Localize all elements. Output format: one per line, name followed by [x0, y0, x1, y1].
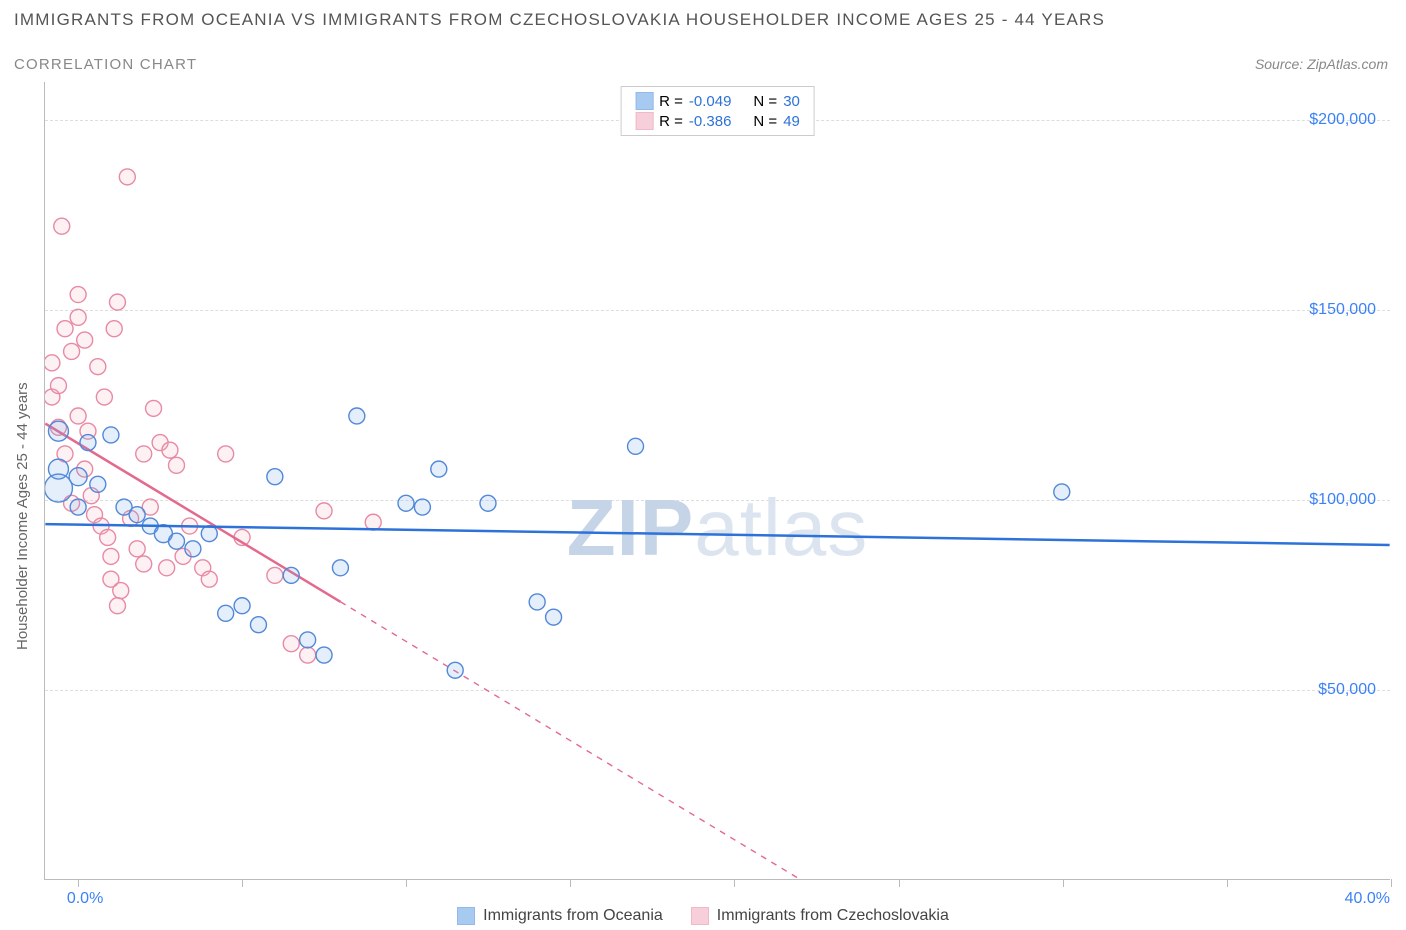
x-tick — [1063, 879, 1064, 887]
data-point-czech — [70, 287, 86, 303]
data-point-czech — [57, 321, 73, 337]
data-point-czech — [100, 529, 116, 545]
n-value-oceania: 30 — [783, 93, 800, 110]
data-point-czech — [70, 309, 86, 325]
data-point-oceania — [103, 427, 119, 443]
data-point-czech — [70, 408, 86, 424]
data-point-oceania — [201, 526, 217, 542]
legend-bottom: Immigrants from Oceania Immigrants from … — [0, 907, 1406, 925]
data-point-oceania — [48, 421, 68, 441]
data-point-oceania — [529, 594, 545, 610]
r-value-oceania: -0.049 — [689, 93, 732, 110]
data-point-oceania — [283, 567, 299, 583]
data-point-czech — [129, 541, 145, 557]
legend-item-czech: Immigrants from Czechoslovakia — [691, 907, 949, 925]
data-point-czech — [365, 514, 381, 530]
data-point-oceania — [218, 605, 234, 621]
data-point-oceania — [169, 533, 185, 549]
x-tick-label-max: 40.0% — [1345, 890, 1390, 908]
data-point-oceania — [628, 438, 644, 454]
data-point-oceania — [398, 495, 414, 511]
data-point-oceania — [70, 499, 86, 515]
legend-row-czech: R = -0.386 N = 49 — [635, 111, 800, 131]
data-point-czech — [159, 560, 175, 576]
r-value-czech: -0.386 — [689, 113, 732, 130]
data-point-oceania — [431, 461, 447, 477]
data-point-czech — [64, 343, 80, 359]
data-point-czech — [316, 503, 332, 519]
legend-item-oceania: Immigrants from Oceania — [457, 907, 663, 925]
source-label: Source: ZipAtlas.com — [1255, 56, 1388, 72]
data-point-oceania — [447, 662, 463, 678]
data-point-oceania — [69, 468, 87, 486]
data-point-czech — [106, 321, 122, 337]
data-point-czech — [136, 446, 152, 462]
x-tick — [406, 879, 407, 887]
data-point-czech — [96, 389, 112, 405]
data-point-czech — [54, 218, 70, 234]
legend-label-oceania: Immigrants from Oceania — [483, 907, 663, 925]
data-point-oceania — [414, 499, 430, 515]
y-axis-label: Householder Income Ages 25 - 44 years — [14, 382, 31, 650]
x-tick — [570, 879, 571, 887]
data-point-oceania — [80, 435, 96, 451]
n-label: N = — [753, 93, 777, 110]
trendline-dashed-czech — [340, 602, 799, 879]
plot-svg — [45, 82, 1390, 879]
x-tick — [78, 879, 79, 887]
x-tick — [242, 879, 243, 887]
data-point-czech — [300, 647, 316, 663]
data-point-oceania — [185, 541, 201, 557]
data-point-czech — [45, 355, 60, 371]
data-point-czech — [103, 548, 119, 564]
data-point-oceania — [480, 495, 496, 511]
x-tick — [899, 879, 900, 887]
x-tick — [734, 879, 735, 887]
data-point-oceania — [90, 476, 106, 492]
data-point-czech — [218, 446, 234, 462]
data-point-czech — [146, 400, 162, 416]
data-point-czech — [77, 332, 93, 348]
chart-subtitle: CORRELATION CHART — [14, 56, 197, 73]
data-point-czech — [50, 378, 66, 394]
data-point-oceania — [349, 408, 365, 424]
data-point-oceania — [316, 647, 332, 663]
data-point-czech — [136, 556, 152, 572]
data-point-czech — [169, 457, 185, 473]
legend-label-czech: Immigrants from Czechoslovakia — [717, 907, 949, 925]
n-value-czech: 49 — [783, 113, 800, 130]
data-point-oceania — [332, 560, 348, 576]
data-point-oceania — [250, 617, 266, 633]
data-point-czech — [109, 294, 125, 310]
x-tick-label-min: 0.0% — [67, 890, 103, 908]
data-point-oceania — [267, 469, 283, 485]
swatch-czech — [635, 112, 653, 130]
swatch-oceania — [635, 92, 653, 110]
data-point-oceania — [300, 632, 316, 648]
legend-row-oceania: R = -0.049 N = 30 — [635, 91, 800, 111]
data-point-czech — [267, 567, 283, 583]
x-tick — [1227, 879, 1228, 887]
plot-area: ZIPatlas R = -0.049 N = 30 R = -0.386 N … — [44, 82, 1390, 880]
data-point-czech — [162, 442, 178, 458]
r-label: R = — [659, 113, 683, 130]
chart-title: IMMIGRANTS FROM OCEANIA VS IMMIGRANTS FR… — [14, 10, 1105, 30]
data-point-czech — [201, 571, 217, 587]
data-point-czech — [109, 598, 125, 614]
n-label: N = — [753, 113, 777, 130]
x-tick — [1391, 879, 1392, 887]
legend-correlation: R = -0.049 N = 30 R = -0.386 N = 49 — [620, 86, 815, 136]
data-point-oceania — [129, 507, 145, 523]
data-point-czech — [119, 169, 135, 185]
data-point-oceania — [546, 609, 562, 625]
data-point-oceania — [234, 598, 250, 614]
swatch-czech-bottom — [691, 907, 709, 925]
data-point-oceania — [1054, 484, 1070, 500]
data-point-czech — [283, 636, 299, 652]
data-point-czech — [90, 359, 106, 375]
swatch-oceania-bottom — [457, 907, 475, 925]
data-point-czech — [113, 583, 129, 599]
data-point-oceania — [45, 474, 72, 502]
r-label: R = — [659, 93, 683, 110]
